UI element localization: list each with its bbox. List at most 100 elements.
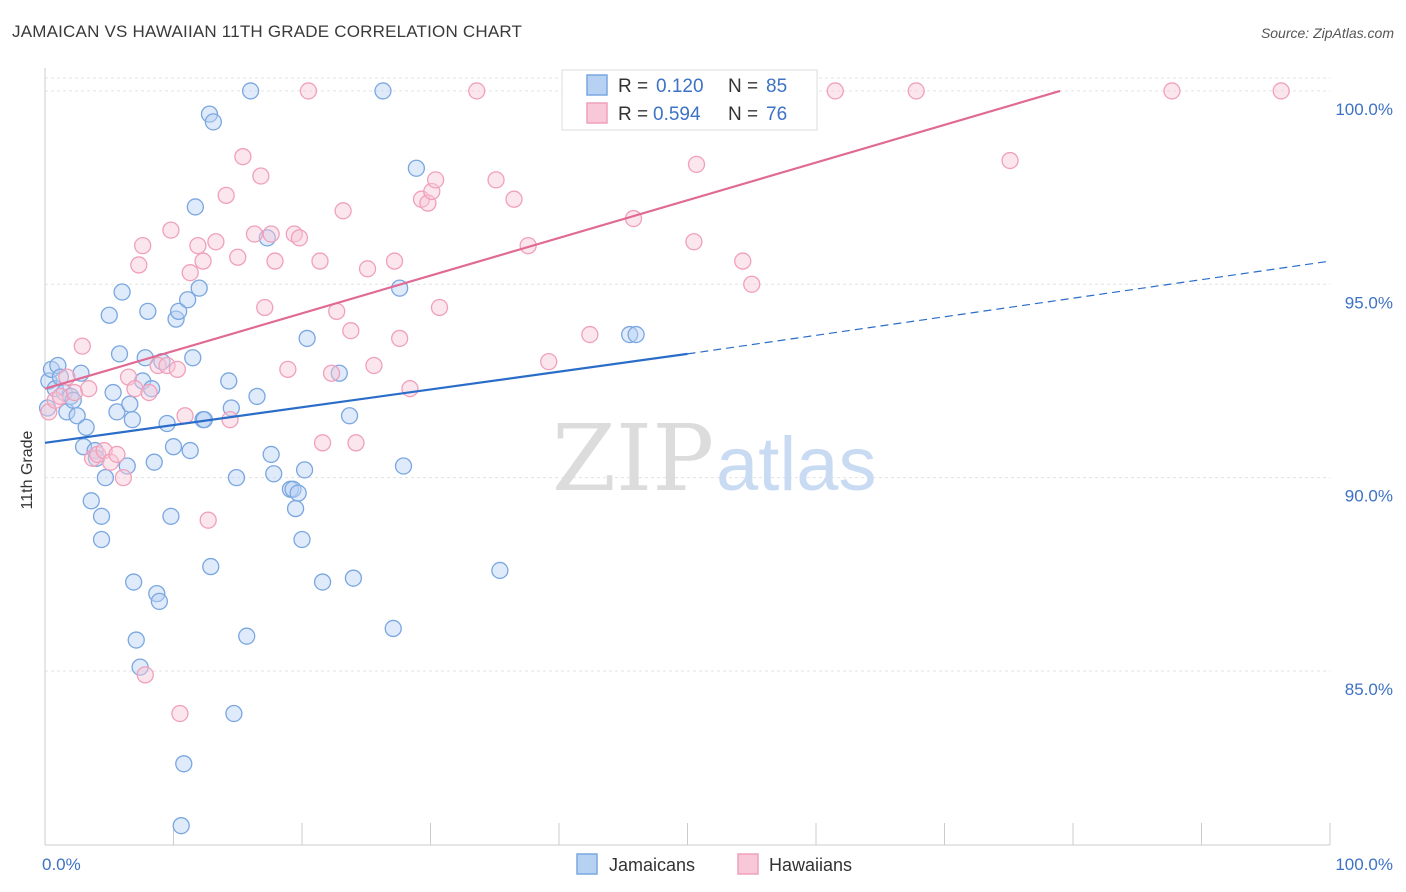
point-jamaicans	[158, 414, 176, 433]
point-hawaiians	[199, 511, 217, 529]
legend-n-label-2: N =	[728, 104, 758, 125]
y-axis-label: 11th Grade	[19, 430, 36, 509]
y-tick-label: 100.0%	[1335, 100, 1393, 119]
point-hawaiians	[130, 256, 148, 274]
legend-n-label-1: N =	[728, 76, 758, 97]
point-jamaicans	[150, 592, 169, 611]
point-hawaiians	[158, 356, 176, 375]
point-jamaicans	[139, 302, 157, 321]
y-tick-label: 90.0%	[1345, 487, 1393, 506]
point-jamaicans	[92, 530, 111, 549]
point-jamaicans	[172, 817, 190, 835]
point-hawaiians	[290, 229, 309, 247]
point-hawaiians	[487, 171, 505, 189]
point-hawaiians	[907, 82, 925, 100]
stats-legend: R = 0.120 N = 85 R = 0.594 N = 76	[561, 69, 818, 131]
point-hawaiians	[73, 337, 91, 355]
point-hawaiians	[826, 82, 844, 100]
point-hawaiians	[734, 252, 752, 270]
point-jamaicans	[184, 349, 202, 367]
point-jamaicans	[407, 159, 426, 177]
point-jamaicans	[293, 530, 311, 549]
axes	[44, 68, 1331, 846]
point-hawaiians	[1272, 82, 1290, 100]
point-jamaicans	[123, 410, 142, 429]
point-hawaiians	[322, 364, 341, 382]
point-jamaicans	[100, 306, 118, 324]
point-hawaiians	[51, 387, 70, 406]
point-hawaiians	[221, 410, 239, 429]
point-hawaiians	[140, 383, 158, 402]
point-jamaicans	[289, 484, 307, 502]
point-hawaiians	[207, 233, 225, 251]
source-label: Source: ZipAtlas.com	[1260, 25, 1394, 41]
point-hawaiians	[245, 225, 264, 243]
y-tick-label: 85.0%	[1345, 680, 1393, 699]
legend-swatch-hawaiians	[586, 102, 608, 124]
point-hawaiians	[168, 360, 187, 379]
point-jamaicans	[313, 573, 332, 591]
watermark: ZIP atlas	[552, 405, 877, 512]
point-jamaicans	[82, 492, 100, 510]
point-hawaiians	[266, 252, 284, 270]
legend-r-label-1: R =	[618, 76, 648, 97]
point-hawaiians	[505, 190, 523, 208]
point-hawaiians	[313, 434, 332, 452]
point-jamaicans	[286, 499, 305, 518]
point-jamaicans	[248, 387, 266, 406]
point-jamaicans	[164, 438, 183, 456]
point-hawaiians	[430, 298, 449, 317]
point-jamaicans	[96, 468, 115, 487]
trend-lines	[44, 89, 1331, 444]
point-jamaicans	[262, 445, 280, 464]
point-hawaiians	[262, 225, 280, 243]
point-jamaicans	[127, 631, 145, 649]
y-tick-labels: 85.0% 90.0% 95.0% 100.0%	[1335, 100, 1393, 699]
point-jamaicans	[344, 569, 363, 587]
point-jamaicans	[202, 557, 220, 576]
x-tick-labels: 0.0% 100.0%	[42, 855, 1393, 874]
legend-n-value-2: 76	[766, 104, 787, 125]
point-hawaiians	[311, 252, 329, 270]
point-jamaicans	[186, 198, 204, 216]
trend-line-hawaiians	[44, 89, 1061, 390]
point-hawaiians	[234, 148, 252, 166]
point-hawaiians	[426, 171, 445, 189]
point-jamaicans	[295, 461, 314, 479]
point-hawaiians	[385, 252, 404, 270]
point-hawaiians	[279, 360, 297, 379]
point-jamaicans	[621, 325, 639, 344]
point-hawaiians	[134, 236, 152, 255]
point-jamaicans	[491, 561, 509, 580]
point-hawaiians	[256, 298, 274, 317]
watermark-zip: ZIP	[552, 405, 714, 512]
watermark-atlas: atlas	[716, 422, 877, 507]
point-hawaiians	[181, 264, 199, 282]
trend-extension-jamaicans	[687, 260, 1331, 355]
x-tick-label: 0.0%	[42, 855, 81, 874]
point-jamaicans	[108, 403, 126, 421]
point-jamaicans	[92, 507, 111, 525]
point-hawaiians	[80, 380, 98, 398]
point-hawaiians	[194, 252, 212, 270]
point-hawaiians	[347, 434, 365, 452]
legend-swatch-jamaicans	[586, 74, 608, 96]
x-tick-label: 100.0%	[1335, 855, 1393, 874]
point-jamaicans	[190, 279, 208, 297]
legend-r-value-1: 0.120	[656, 76, 704, 97]
point-hawaiians	[334, 202, 352, 220]
point-jamaicans	[110, 345, 129, 363]
point-hawaiians	[299, 82, 318, 100]
point-jamaicans	[627, 325, 645, 344]
point-jamaicans	[162, 507, 180, 525]
point-jamaicans	[220, 372, 238, 390]
point-jamaicans	[204, 113, 222, 131]
point-hawaiians	[401, 380, 419, 398]
legend-n-value-1: 85	[766, 76, 787, 97]
point-hawaiians	[114, 468, 133, 487]
point-hawaiians	[468, 82, 486, 100]
point-jamaicans	[384, 619, 402, 638]
series-swatch-jamaicans	[576, 853, 598, 875]
legend-r-value-2: 0.594	[653, 104, 701, 125]
point-hawaiians	[171, 704, 189, 723]
